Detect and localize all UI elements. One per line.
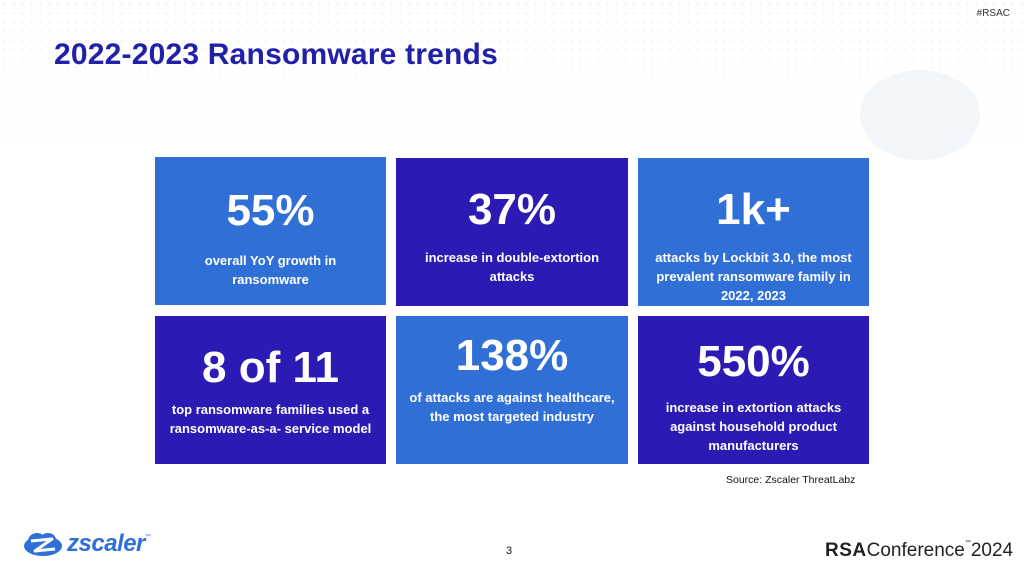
stat-value: 55% bbox=[226, 186, 315, 235]
zscaler-trademark: ™ bbox=[144, 534, 151, 540]
rsa-conference-logo: RSA Conference ™ 2024 bbox=[825, 540, 1013, 562]
conference-wordmark: Conference bbox=[866, 540, 965, 561]
stat-value: 1k+ bbox=[716, 185, 791, 234]
page-number: 3 bbox=[506, 545, 513, 557]
decorative-circle bbox=[860, 70, 980, 160]
stat-description: attacks by Lockbit 3.0, the most prevale… bbox=[655, 250, 852, 303]
stat-tile-lockbit: 1k+ attacks by Lockbit 3.0, the most pre… bbox=[638, 158, 869, 306]
stat-tile-healthcare: 138% of attacks are against healthcare, … bbox=[396, 316, 628, 464]
stat-description: overall YoY growth in ransomware bbox=[204, 253, 337, 287]
stat-description: of attacks are against healthcare, the m… bbox=[409, 390, 615, 424]
stat-description: increase in extortion attacks against ho… bbox=[665, 400, 842, 453]
zscaler-logo: zscaler ™ bbox=[22, 530, 151, 558]
stat-tile-raas-families: 8 of 11 top ransomware families used a r… bbox=[155, 316, 386, 464]
page-title: 2022-2023 Ransomware trends bbox=[54, 38, 498, 71]
conference-year: 2024 bbox=[970, 540, 1014, 561]
zscaler-cloud-icon bbox=[24, 533, 62, 556]
source-citation: Source: Zscaler ThreatLabz bbox=[726, 474, 856, 486]
rsa-wordmark: RSA bbox=[825, 540, 867, 561]
stat-value: 37% bbox=[467, 185, 557, 234]
stat-value: 550% bbox=[697, 337, 810, 386]
zscaler-wordmark: zscaler bbox=[67, 530, 145, 557]
stat-tile-household-manufacturers: 550% increase in extortion attacks again… bbox=[638, 316, 869, 464]
stat-value: 138% bbox=[455, 331, 569, 380]
stat-value: 8 of 11 bbox=[202, 343, 339, 392]
stat-description: top ransomware families used a ransomwar… bbox=[169, 402, 372, 436]
hashtag-label: #RSAC bbox=[976, 8, 1010, 19]
stat-tile-double-extortion: 37% increase in double-extortion attacks bbox=[396, 158, 628, 306]
stat-description: increase in double-extortion attacks bbox=[424, 250, 600, 284]
stat-tile-yoy-growth: 55% overall YoY growth in ransomware bbox=[155, 157, 386, 305]
rsa-trademark: ™ bbox=[964, 540, 971, 546]
